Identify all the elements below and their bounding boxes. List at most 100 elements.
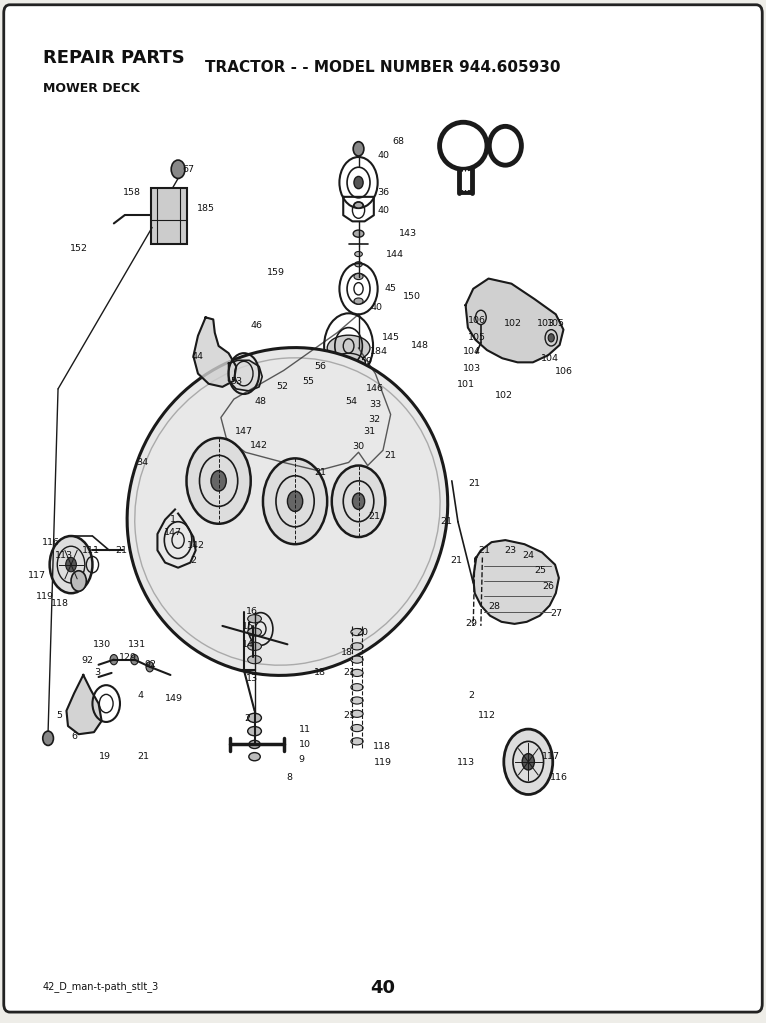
Text: 158: 158 bbox=[123, 188, 141, 197]
Text: 116: 116 bbox=[42, 538, 61, 546]
Text: 18: 18 bbox=[341, 648, 353, 657]
Text: 145: 145 bbox=[381, 333, 400, 343]
Text: 118: 118 bbox=[372, 742, 391, 751]
Text: 19: 19 bbox=[99, 752, 110, 761]
Ellipse shape bbox=[353, 230, 364, 237]
Ellipse shape bbox=[247, 642, 261, 651]
Ellipse shape bbox=[495, 134, 516, 158]
Polygon shape bbox=[228, 360, 262, 391]
Text: 21: 21 bbox=[385, 451, 397, 459]
Text: 40: 40 bbox=[371, 303, 383, 312]
Circle shape bbox=[263, 458, 327, 544]
Text: 27: 27 bbox=[550, 609, 561, 618]
Circle shape bbox=[186, 438, 250, 524]
Text: 147: 147 bbox=[164, 529, 182, 537]
Text: 28: 28 bbox=[489, 602, 501, 611]
Text: 116: 116 bbox=[550, 772, 568, 782]
Text: 119: 119 bbox=[36, 591, 54, 601]
Text: 21: 21 bbox=[343, 711, 355, 720]
Text: 21: 21 bbox=[368, 513, 380, 521]
Ellipse shape bbox=[351, 738, 363, 745]
Text: 104: 104 bbox=[541, 354, 558, 363]
Text: 117: 117 bbox=[542, 752, 560, 761]
Circle shape bbox=[332, 465, 385, 537]
Text: 40: 40 bbox=[377, 151, 389, 161]
Text: 113: 113 bbox=[55, 551, 74, 560]
Text: 9: 9 bbox=[298, 755, 304, 764]
Text: 118: 118 bbox=[51, 598, 70, 608]
Text: 54: 54 bbox=[345, 397, 357, 406]
Circle shape bbox=[548, 333, 555, 342]
Ellipse shape bbox=[351, 642, 363, 650]
Text: 46: 46 bbox=[250, 321, 263, 330]
Text: 48: 48 bbox=[254, 397, 267, 406]
Text: 45: 45 bbox=[385, 284, 397, 294]
Text: 102: 102 bbox=[495, 391, 512, 400]
Circle shape bbox=[110, 655, 118, 665]
Text: 146: 146 bbox=[366, 385, 385, 394]
Text: 33: 33 bbox=[369, 400, 381, 409]
Text: 148: 148 bbox=[411, 342, 429, 351]
Ellipse shape bbox=[247, 726, 261, 736]
Circle shape bbox=[50, 536, 93, 593]
Text: 144: 144 bbox=[385, 250, 404, 259]
Circle shape bbox=[172, 160, 185, 178]
Text: 119: 119 bbox=[374, 758, 392, 767]
Text: 15: 15 bbox=[241, 622, 254, 631]
Text: 40: 40 bbox=[377, 206, 389, 215]
Text: 143: 143 bbox=[399, 229, 417, 238]
Polygon shape bbox=[466, 278, 564, 362]
Text: 21: 21 bbox=[440, 518, 453, 526]
Text: 21: 21 bbox=[137, 752, 149, 761]
Text: 36: 36 bbox=[377, 188, 389, 197]
Text: 42_D_man-t-path_stlt_3: 42_D_man-t-path_stlt_3 bbox=[43, 981, 159, 991]
Text: 6: 6 bbox=[71, 731, 77, 741]
Ellipse shape bbox=[351, 669, 363, 676]
Ellipse shape bbox=[247, 628, 261, 636]
Text: 26: 26 bbox=[542, 582, 554, 590]
Text: 2: 2 bbox=[191, 557, 196, 565]
Text: 113: 113 bbox=[457, 758, 475, 767]
Ellipse shape bbox=[351, 710, 363, 717]
Text: 159: 159 bbox=[267, 268, 285, 277]
Text: 147: 147 bbox=[235, 428, 253, 437]
Ellipse shape bbox=[247, 656, 261, 664]
Text: 4: 4 bbox=[138, 691, 143, 700]
Ellipse shape bbox=[351, 628, 363, 635]
Text: 106: 106 bbox=[555, 367, 572, 376]
Text: 31: 31 bbox=[363, 428, 375, 437]
Circle shape bbox=[43, 731, 54, 746]
Text: 21: 21 bbox=[314, 469, 326, 477]
Text: 142: 142 bbox=[187, 541, 205, 549]
Text: 52: 52 bbox=[276, 383, 288, 392]
Text: 129: 129 bbox=[119, 653, 136, 662]
Text: 2: 2 bbox=[244, 714, 250, 723]
Text: 92: 92 bbox=[81, 656, 93, 665]
Ellipse shape bbox=[354, 202, 363, 208]
Text: 101: 101 bbox=[457, 381, 475, 390]
Ellipse shape bbox=[332, 353, 365, 373]
Bar bbox=[151, 187, 187, 243]
Text: MOWER DECK: MOWER DECK bbox=[43, 83, 139, 95]
Text: REPAIR PARTS: REPAIR PARTS bbox=[43, 49, 185, 66]
Text: 23: 23 bbox=[504, 546, 516, 554]
Text: 5: 5 bbox=[56, 711, 62, 720]
Text: 59: 59 bbox=[360, 357, 372, 366]
Circle shape bbox=[352, 493, 365, 509]
Polygon shape bbox=[473, 540, 559, 624]
Text: 53: 53 bbox=[230, 377, 242, 387]
Text: 185: 185 bbox=[197, 204, 214, 213]
Text: 3: 3 bbox=[94, 668, 100, 677]
Circle shape bbox=[71, 571, 87, 591]
Ellipse shape bbox=[249, 741, 260, 749]
Text: 152: 152 bbox=[70, 244, 87, 254]
Text: 149: 149 bbox=[165, 694, 182, 703]
Text: 20: 20 bbox=[356, 627, 368, 636]
Polygon shape bbox=[193, 317, 236, 387]
Text: 21: 21 bbox=[116, 546, 127, 554]
Circle shape bbox=[353, 141, 364, 155]
Text: 21: 21 bbox=[450, 557, 463, 565]
Text: 131: 131 bbox=[128, 639, 146, 649]
Text: 67: 67 bbox=[182, 165, 194, 174]
Text: 44: 44 bbox=[192, 352, 204, 361]
